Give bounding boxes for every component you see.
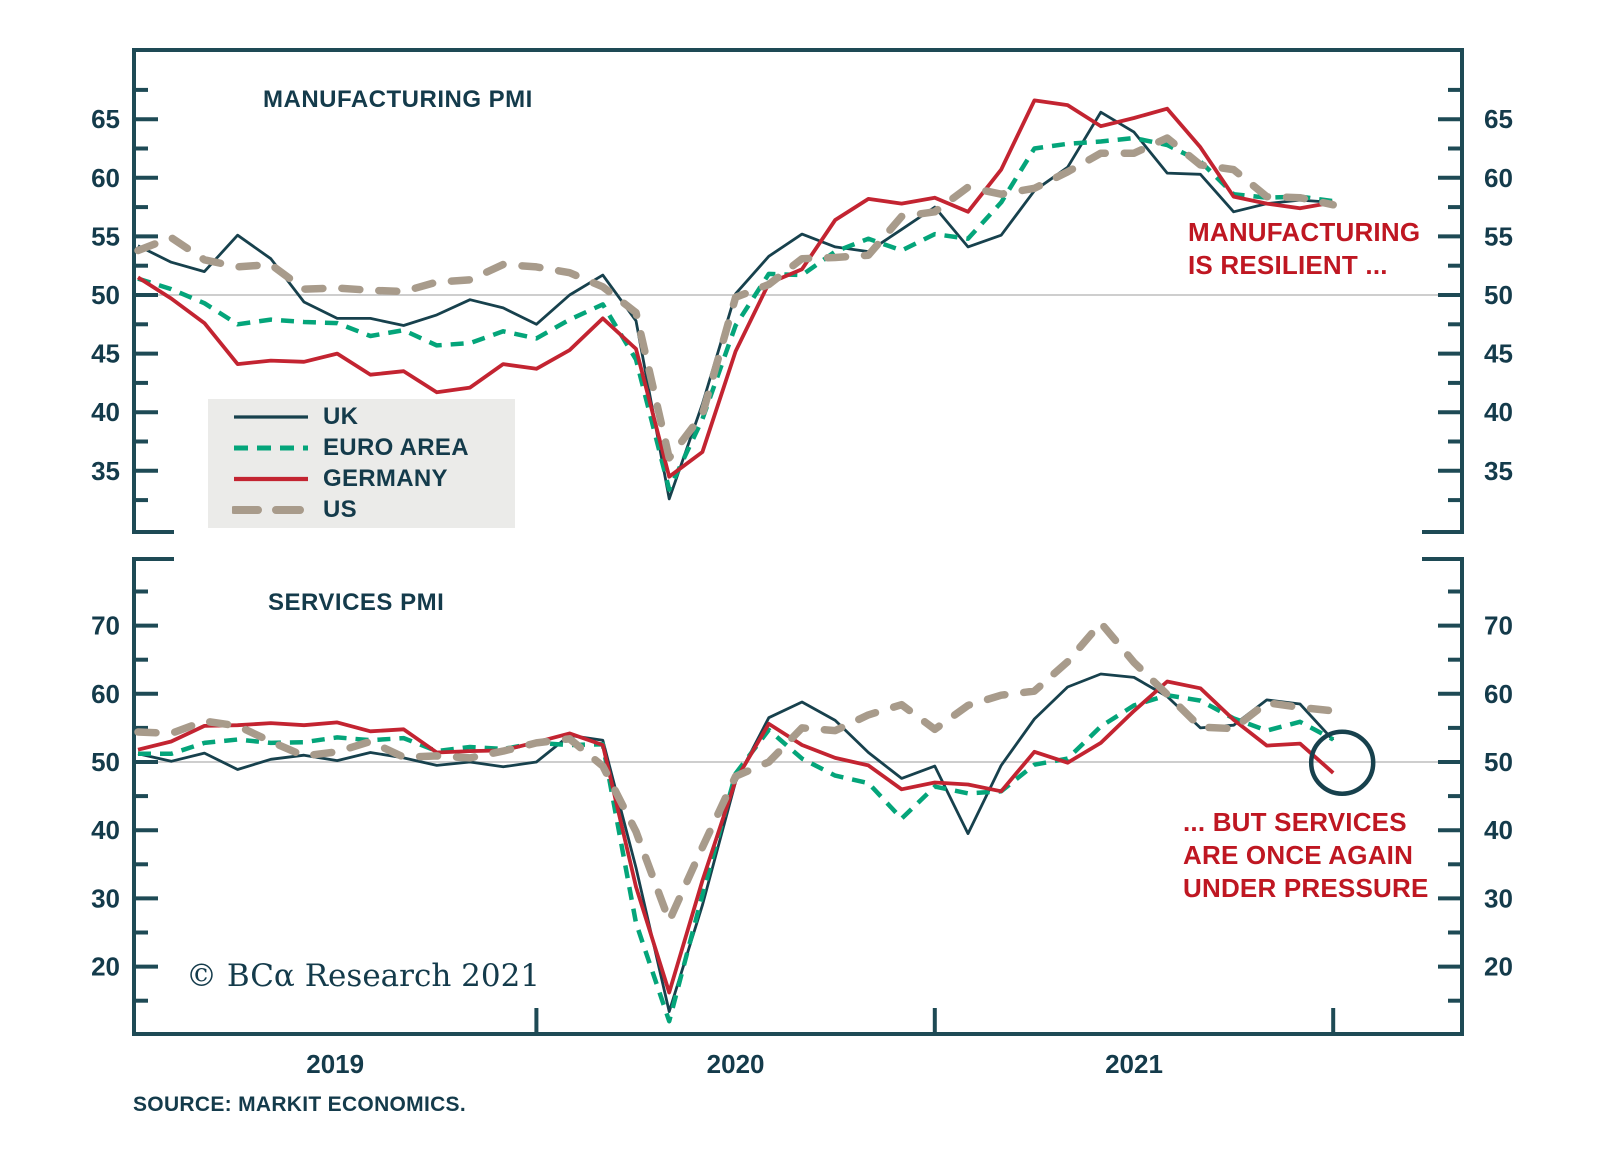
manufacturing-ytick-right-45: 45 bbox=[1484, 339, 1513, 369]
services-ytick-right-20: 20 bbox=[1484, 952, 1513, 982]
manufacturing-ytick-left-35: 35 bbox=[91, 456, 120, 486]
services-y-ticks bbox=[134, 589, 1462, 1003]
services-ytick-left-70: 70 bbox=[91, 611, 120, 641]
services-ytick-left-20: 20 bbox=[91, 952, 120, 982]
services-ytick-left-50: 50 bbox=[91, 747, 120, 777]
manufacturing-ytick-right-35: 35 bbox=[1484, 456, 1513, 486]
services-annotation-line2: ARE ONCE AGAIN bbox=[1183, 840, 1414, 870]
services-series-us bbox=[134, 619, 1337, 925]
source-note: SOURCE: MARKIT ECONOMICS. bbox=[133, 1093, 466, 1116]
manufacturing-annotation-line1: MANUFACTURING bbox=[1188, 217, 1421, 247]
services-ytick-left-30: 30 bbox=[91, 883, 120, 913]
manufacturing-annotation: MANUFACTURING IS RESILIENT ... bbox=[1188, 216, 1420, 282]
manufacturing-panel: 35 35 40 40 45 45 50 50 55 55 60 60 65 65 bbox=[91, 48, 1513, 534]
legend-item-us: US bbox=[208, 496, 515, 524]
services-ytick-right-50: 50 bbox=[1484, 747, 1513, 777]
services-ytick-right-60: 60 bbox=[1484, 679, 1513, 709]
legend-label-germany: GERMANY bbox=[323, 465, 448, 493]
legend-label-us: US bbox=[323, 496, 357, 524]
manufacturing-series-germany bbox=[136, 98, 1334, 479]
legend-label-euro-area: EURO AREA bbox=[323, 433, 469, 461]
services-highlight-circle bbox=[1308, 729, 1376, 796]
x-year-label-2019: 2019 bbox=[306, 1049, 364, 1079]
uk-line-sample-icon bbox=[234, 415, 308, 419]
us-line-sample-icon bbox=[232, 506, 310, 515]
manufacturing-y-ticks bbox=[134, 87, 1462, 503]
legend-box: UK EURO AREA GERMANY US bbox=[208, 399, 515, 528]
manufacturing-ytick-left-55: 55 bbox=[91, 221, 120, 251]
manufacturing-ytick-right-40: 40 bbox=[1484, 397, 1513, 427]
germany-line-sample-icon bbox=[234, 477, 308, 482]
manufacturing-ytick-left-60: 60 bbox=[91, 163, 120, 193]
legend-label-uk: UK bbox=[323, 402, 359, 430]
manufacturing-ytick-left-45: 45 bbox=[91, 339, 120, 369]
copyright-note: © BCα Research 2021 bbox=[186, 958, 541, 994]
manufacturing-ytick-right-55: 55 bbox=[1484, 221, 1513, 251]
manufacturing-series-euro_area bbox=[137, 135, 1334, 492]
manufacturing-ytick-right-50: 50 bbox=[1484, 280, 1513, 310]
services-series-germany bbox=[137, 679, 1335, 995]
services-panel-title: SERVICES PMI bbox=[268, 589, 445, 616]
services-annotation-line3: UNDER PRESSURE bbox=[1183, 873, 1429, 903]
manufacturing-ytick-left-65: 65 bbox=[91, 104, 120, 134]
manufacturing-series-us bbox=[134, 134, 1337, 462]
x-year-label-2021: 2021 bbox=[1105, 1049, 1163, 1079]
legend-item-euro-area: EURO AREA bbox=[208, 434, 515, 462]
legend-item-uk: UK bbox=[208, 403, 515, 431]
services-annotation-line1: ... BUT SERVICES bbox=[1183, 807, 1407, 837]
manufacturing-ytick-left-50: 50 bbox=[91, 280, 120, 310]
x-year-label-2020: 2020 bbox=[707, 1049, 765, 1079]
euro-area-line-sample-icon bbox=[234, 445, 308, 451]
manufacturing-ytick-right-60: 60 bbox=[1484, 163, 1513, 193]
manufacturing-panel-title: MANUFACTURING PMI bbox=[263, 86, 533, 113]
services-annotation: ... BUT SERVICES ARE ONCE AGAIN UNDER PR… bbox=[1183, 806, 1429, 905]
manufacturing-frame bbox=[132, 48, 1464, 534]
services-ytick-left-60: 60 bbox=[91, 679, 120, 709]
manufacturing-ytick-right-65: 65 bbox=[1484, 104, 1513, 134]
legend-item-germany: GERMANY bbox=[208, 465, 515, 493]
services-ytick-left-40: 40 bbox=[91, 815, 120, 845]
services-ytick-right-30: 30 bbox=[1484, 883, 1513, 913]
services-ytick-right-40: 40 bbox=[1484, 815, 1513, 845]
manufacturing-annotation-line2: IS RESILIENT ... bbox=[1188, 250, 1388, 280]
services-ytick-right-70: 70 bbox=[1484, 611, 1513, 641]
manufacturing-ytick-left-40: 40 bbox=[91, 397, 120, 427]
